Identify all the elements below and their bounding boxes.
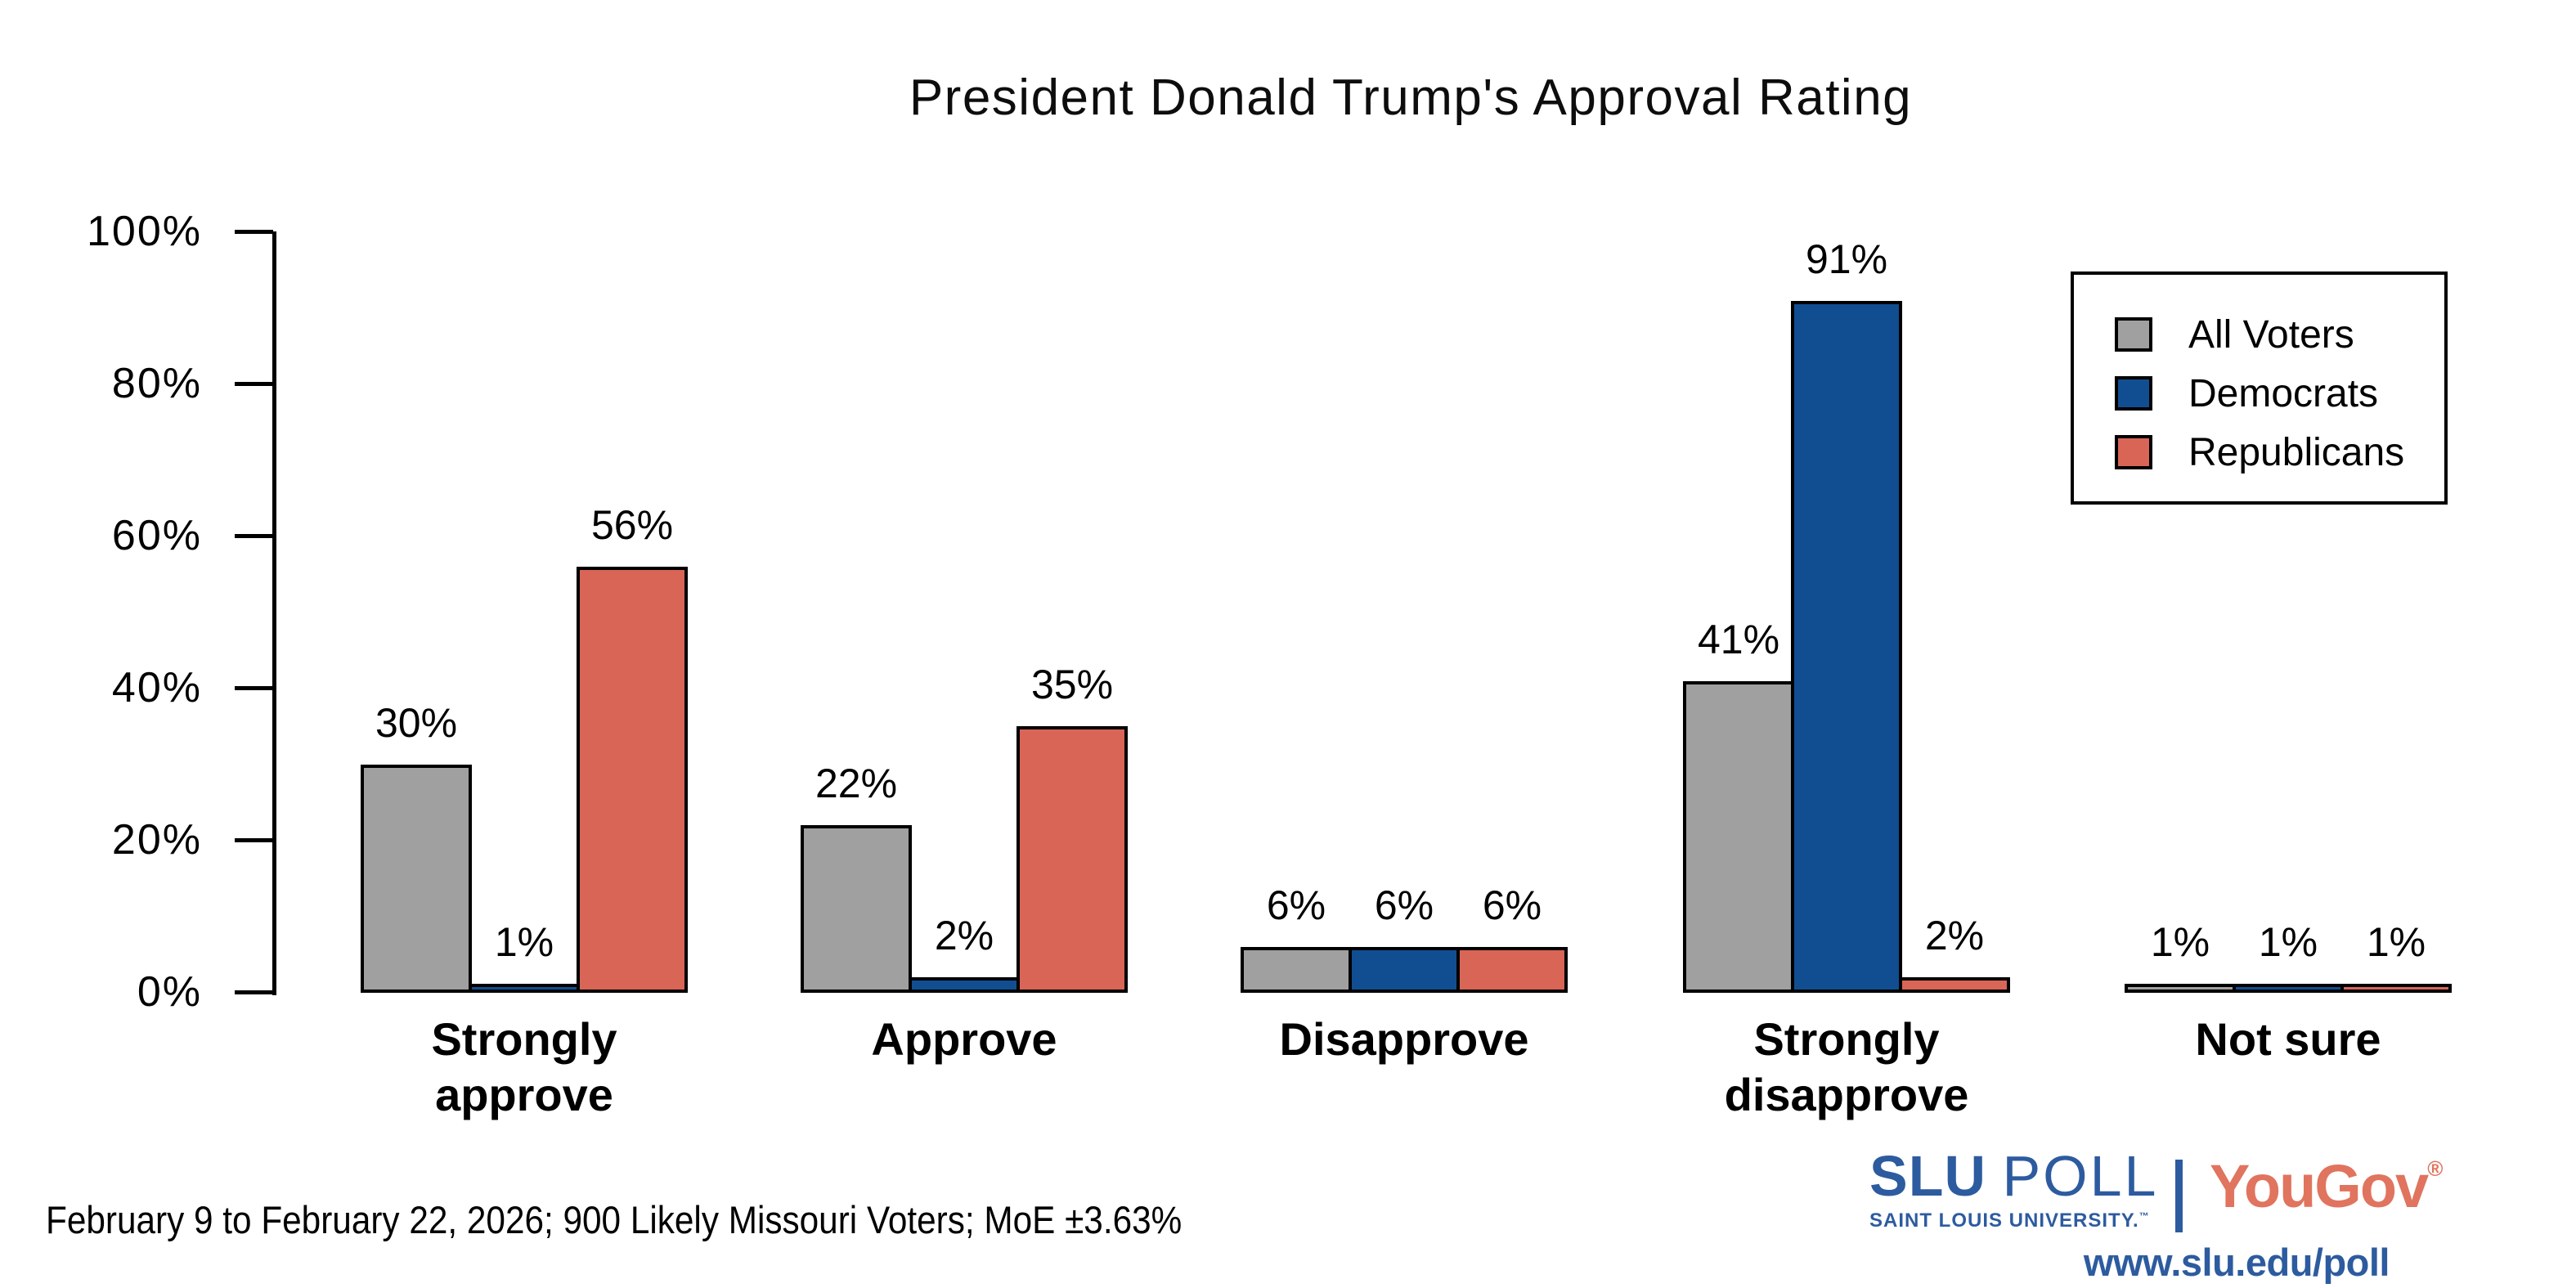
slu-poll-logo: SLU POLL (1869, 1147, 2158, 1205)
slu-logo-text: SLU (1869, 1144, 1986, 1208)
chart-title: President Donald Trump's Approval Rating (909, 70, 1913, 126)
footnote: February 9 to February 22, 2026; 900 Lik… (46, 1198, 1183, 1241)
bar-all-voters-1 (361, 765, 472, 993)
y-axis-tick-label: 60% (111, 512, 202, 559)
bar-democrats-3 (1349, 947, 1460, 993)
bar-democrats-4 (1791, 301, 1902, 993)
bar-all-voters-3 (1241, 947, 1352, 993)
category-label: Strongly disapprove (1724, 1013, 1969, 1120)
bar-value-label: 1% (494, 919, 554, 965)
legend-item-democrats: Democrats (2115, 370, 2378, 416)
trademark-symbol: ™ (2138, 1210, 2150, 1222)
y-axis-tick-label: 40% (111, 664, 202, 711)
bar-value-label: 6% (1266, 882, 1326, 928)
poll-logo-text: POLL (2002, 1144, 2159, 1208)
y-axis-tick-label: 100% (87, 208, 202, 255)
legend-item-all-voters: All Voters (2115, 312, 2354, 357)
democrats-swatch (2115, 376, 2152, 411)
legend-item-republicans: Republicans (2115, 429, 2404, 475)
legend-label: Democrats (2188, 371, 2379, 415)
bar-value-label: 1% (2150, 919, 2210, 965)
bar-democrats-2 (909, 977, 1020, 993)
bar-value-label: 1% (2258, 919, 2318, 965)
y-axis-tick (235, 990, 273, 994)
bar-republicans-4 (1899, 977, 2010, 993)
y-axis-tick-label: 80% (111, 360, 202, 407)
all-voters-swatch (2115, 317, 2152, 352)
bar-value-label: 91% (1805, 236, 1888, 282)
bar-value-label: 1% (2366, 919, 2426, 965)
bar-democrats-1 (469, 984, 580, 993)
y-axis-tick-label: 20% (111, 816, 202, 864)
category-label: Disapprove (1279, 1013, 1529, 1065)
brand-divider (2175, 1160, 2183, 1232)
slu-subtitle-text: SAINT LOUIS UNIVERSITY. (1869, 1209, 2139, 1232)
registered-symbol: ® (2427, 1156, 2444, 1181)
category-label: Not sure (2195, 1013, 2381, 1065)
bar-value-label: 2% (934, 913, 994, 958)
legend-box: All Voters Democrats Republicans (2071, 272, 2448, 505)
bar-value-label: 41% (1697, 617, 1780, 662)
bar-republicans-2 (1016, 726, 1128, 993)
y-axis-tick (235, 838, 273, 842)
y-axis-tick (235, 534, 273, 538)
bar-republicans-3 (1456, 947, 1568, 993)
republicans-swatch (2115, 435, 2152, 469)
y-axis-spine (272, 231, 276, 995)
bar-republicans-5 (2340, 984, 2452, 993)
bar-value-label: 22% (815, 761, 898, 806)
category-label: Strongly approve (431, 1013, 617, 1120)
yougov-logo: YouGov® (2210, 1151, 2443, 1221)
category-label: Approve (871, 1013, 1057, 1065)
bar-value-label: 56% (590, 502, 674, 548)
y-axis-tick (235, 686, 273, 690)
bar-value-label: 6% (1374, 882, 1434, 928)
slu-poll-url[interactable]: www.slu.edu/poll (2083, 1241, 2390, 1284)
legend-label: All Voters (2188, 312, 2354, 357)
bar-democrats-5 (2233, 984, 2344, 993)
bar-value-label: 30% (375, 700, 458, 746)
bar-all-voters-2 (801, 825, 912, 993)
bar-all-voters-4 (1683, 681, 1794, 993)
y-axis-tick-label: 0% (137, 968, 202, 1016)
legend-label: Republicans (2188, 430, 2405, 474)
slu-subtitle: SAINT LOUIS UNIVERSITY.™ (1869, 1209, 2150, 1232)
bar-value-label: 35% (1030, 662, 1114, 707)
bar-republicans-1 (577, 567, 688, 993)
bar-all-voters-5 (2125, 984, 2236, 993)
bar-value-label: 2% (1924, 913, 1985, 958)
y-axis-tick (235, 382, 273, 386)
y-axis-tick (235, 230, 273, 234)
bar-value-label: 6% (1482, 882, 1542, 928)
yougov-text: YouGov (2210, 1152, 2429, 1220)
